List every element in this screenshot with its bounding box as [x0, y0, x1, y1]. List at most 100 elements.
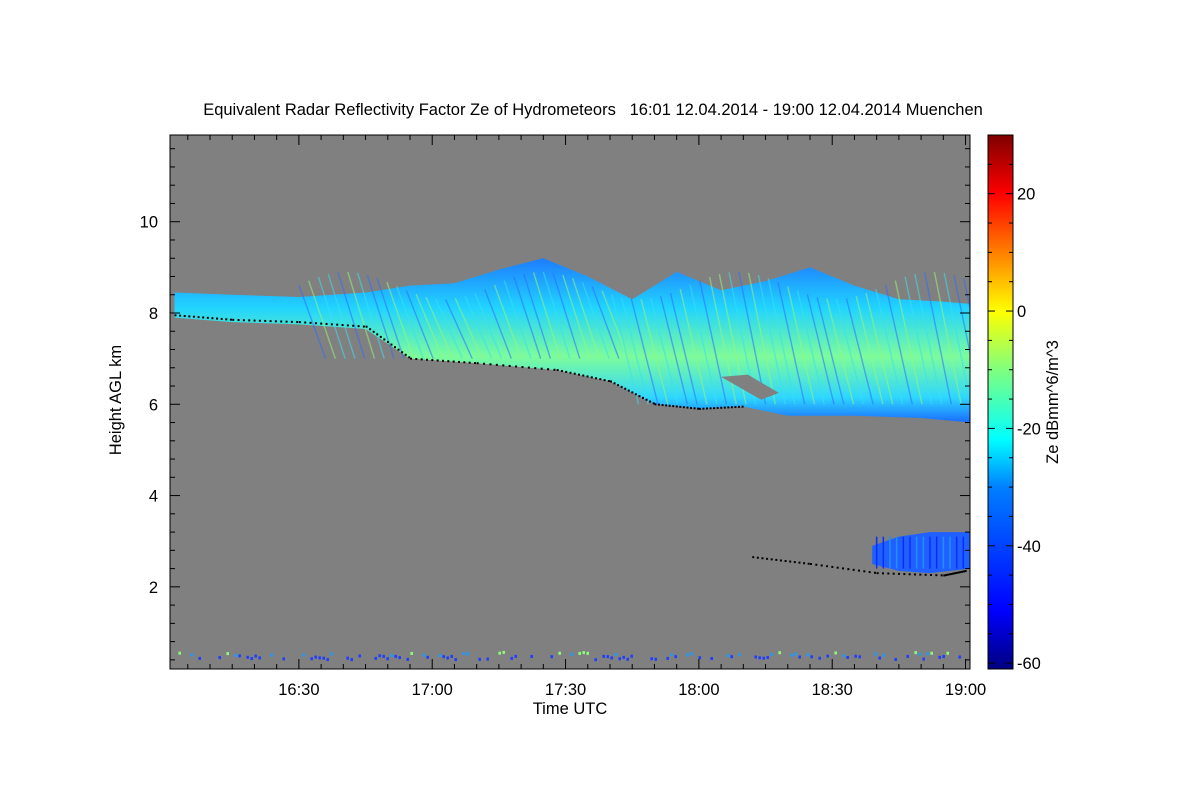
cloud-base-point	[675, 405, 678, 408]
clutter-pixel	[446, 656, 449, 660]
cloud-base-point	[573, 372, 576, 375]
y-tick-label: 4	[149, 488, 158, 506]
clutter-pixel	[510, 656, 513, 660]
cloud-base-point	[898, 572, 900, 575]
clutter-pixel	[450, 654, 453, 658]
clutter-pixel	[462, 652, 465, 656]
fall-streak	[620, 296, 649, 405]
clutter-pixel	[654, 657, 657, 661]
clutter-pixel	[594, 658, 597, 662]
cloud-base-point	[365, 325, 368, 328]
y-axis-label: Height AGL km	[107, 345, 125, 455]
cloud-base-point	[723, 406, 726, 409]
clutter-pixel	[610, 656, 613, 660]
clutter-pixel	[670, 653, 673, 657]
cloud-base-point	[590, 376, 593, 379]
fall-streak	[591, 286, 620, 359]
cloud-base-point	[357, 325, 360, 328]
y-tick-label: 10	[140, 214, 158, 232]
cloud-base-point	[489, 363, 492, 366]
cloud-base-point	[540, 367, 543, 370]
cloud-base-point	[752, 556, 755, 559]
fall-streak	[640, 299, 669, 405]
fall-streak	[747, 272, 777, 405]
fall-streak	[699, 280, 728, 405]
cloud-base-point	[569, 371, 572, 374]
cloud-base-point	[192, 315, 195, 318]
cloud-base-point	[847, 568, 850, 571]
fall-streak	[464, 295, 493, 359]
clutter-pixel	[798, 655, 801, 659]
clutter-pixel	[754, 655, 757, 659]
clutter-pixel	[198, 656, 201, 660]
clutter-pixel	[918, 652, 921, 656]
fall-streak	[503, 280, 532, 359]
clutter-pixel	[826, 654, 829, 658]
cloud-base-point	[654, 403, 657, 406]
cloud-base-point	[836, 566, 839, 569]
cloud-base-point	[397, 348, 400, 351]
cloud-base-point	[369, 328, 372, 331]
fall-streak	[689, 284, 718, 405]
x-tick-label: 18:00	[678, 681, 719, 699]
clutter-pixel	[378, 654, 381, 658]
fall-streak	[356, 272, 385, 359]
clutter-pixel	[582, 651, 585, 655]
fall-streak	[552, 272, 581, 359]
colorbar-tick-label: -40	[1017, 538, 1041, 556]
cloud-base-point	[957, 571, 960, 574]
clutter-pixel	[770, 652, 773, 656]
fall-streak	[347, 271, 376, 359]
clutter-pixel	[854, 654, 857, 658]
clutter-pixel	[602, 654, 605, 658]
cloud-base-point	[280, 320, 283, 323]
clutter-pixel	[778, 651, 781, 655]
cloud-base-point	[578, 373, 580, 376]
cloud-base-point	[693, 407, 696, 410]
cloud-base-point	[858, 569, 860, 572]
cloud-base-point	[661, 404, 664, 407]
fall-streak	[425, 296, 454, 359]
clutter-pixel	[550, 655, 553, 659]
cloud-base-point	[379, 335, 382, 338]
clutter-pixel	[406, 657, 409, 661]
cloud-base-point	[652, 402, 655, 405]
clutter-pixel	[586, 651, 589, 655]
fall-streak	[327, 273, 356, 359]
clutter-pixel	[314, 655, 317, 659]
cloud-base-point	[761, 557, 764, 560]
fall-streak	[943, 272, 970, 404]
cloud-base-point	[697, 407, 700, 410]
cloud-base-point	[679, 405, 682, 408]
cloud-base-point	[325, 322, 328, 325]
fall-streak	[884, 284, 913, 405]
clutter-pixel	[690, 652, 693, 656]
fall-streak	[904, 276, 933, 405]
cloud-base-point	[346, 324, 349, 327]
fall-streak	[787, 286, 816, 405]
cloud-base-point	[410, 357, 412, 360]
cloud-base-point	[930, 573, 932, 576]
cloud-base-point	[341, 324, 344, 327]
cloud-base-point	[789, 560, 792, 563]
cloud-base-point	[401, 351, 404, 354]
clutter-pixel	[834, 651, 837, 655]
cloud-base-point	[863, 570, 866, 573]
clutter-pixel	[842, 654, 845, 658]
cloud-base-point	[903, 573, 906, 576]
cloud-base-point	[738, 405, 740, 408]
clutter-pixel	[530, 654, 533, 658]
colorbar	[987, 134, 1014, 670]
clutter-pixel	[942, 655, 945, 659]
clutter-pixel	[346, 656, 349, 660]
clutter-pixel	[806, 653, 809, 657]
clutter-pixel	[382, 654, 385, 658]
cloud-base-point	[668, 404, 671, 407]
cloud-base-point	[698, 407, 701, 410]
clutter-pixel	[914, 651, 917, 655]
clutter-pixel	[622, 655, 625, 659]
clutter-pixel	[478, 657, 481, 661]
fall-streak	[914, 273, 943, 405]
fall-streak	[444, 298, 473, 359]
cloud-base-point	[798, 561, 801, 564]
